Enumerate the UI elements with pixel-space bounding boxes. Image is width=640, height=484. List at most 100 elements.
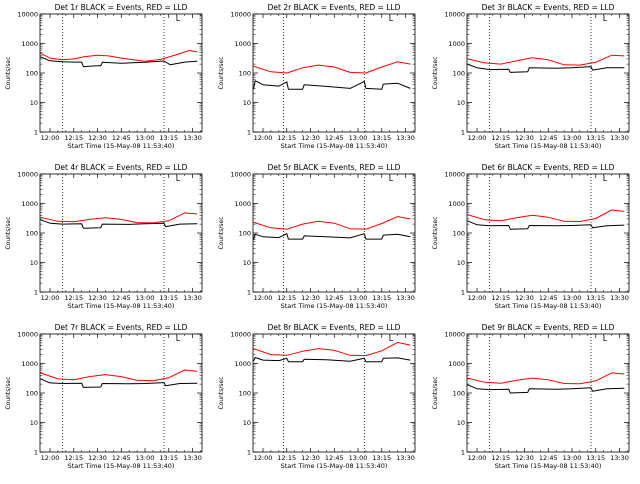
x-tick-label: 12:30 [301, 294, 320, 302]
y-tick-label: 10000 [444, 11, 465, 19]
panel-corner-marker: L [603, 14, 608, 23]
lld-series-line [40, 212, 198, 224]
events-series-line [253, 233, 411, 240]
y-tick-label: 1000 [234, 360, 251, 368]
plot-frame [39, 13, 203, 133]
x-axis-label: Start Time (15-May-08 11:53:40) [495, 302, 602, 310]
y-tick-label: 10000 [17, 331, 38, 339]
x-tick-label: 12:15 [491, 134, 510, 142]
lld-series-line [40, 369, 198, 382]
panel-corner-marker: L [176, 174, 181, 183]
x-tick-label: 12:45 [539, 294, 558, 302]
x-tick-label: 13:15 [586, 294, 605, 302]
y-tick-label: 1000 [448, 360, 465, 368]
y-axis-label: Counts/sec [5, 56, 12, 89]
x-axis-label: Start Time (15-May-08 11:53:40) [68, 462, 175, 470]
detector-panel-7: Det 7r BLACK = Events, RED = LLD 1 10 100 10… [5, 323, 203, 470]
panel-corner-marker: L [389, 174, 394, 183]
y-tick-label: 100 [453, 70, 465, 78]
y-tick-label: 10 [243, 419, 251, 427]
x-tick-label: 13:00 [136, 134, 155, 142]
y-axis-label: Counts/sec [432, 216, 439, 249]
events-series-line [467, 220, 625, 230]
plot-frame [466, 333, 630, 453]
x-tick-label: 13:30 [396, 454, 415, 462]
x-tick-label: 12:15 [277, 454, 296, 462]
x-tick-label: 12:00 [254, 454, 273, 462]
lld-series-line [467, 209, 625, 222]
y-axis-label: Counts/sec [218, 376, 225, 409]
y-tick-label: 10 [30, 259, 38, 267]
y-tick-label: 1000 [234, 200, 251, 208]
y-tick-label: 10000 [17, 171, 38, 179]
x-tick-label: 13:00 [349, 454, 368, 462]
x-tick-label: 12:15 [491, 454, 510, 462]
lld-series-line [467, 54, 625, 66]
panel-corner-marker: L [176, 14, 181, 23]
x-axis-label: Start Time (15-May-08 11:53:40) [68, 302, 175, 310]
x-tick-label: 13:15 [159, 294, 178, 302]
plot-frame [39, 333, 203, 453]
x-tick-label: 13:15 [159, 134, 178, 142]
x-axis-label: Start Time (15-May-08 11:53:40) [281, 462, 388, 470]
events-series-line [40, 56, 198, 68]
y-tick-label: 100 [453, 230, 465, 238]
y-tick-label: 10 [243, 99, 251, 107]
y-tick-label: 100 [26, 230, 38, 238]
x-tick-label: 13:15 [372, 134, 391, 142]
y-tick-label: 10 [243, 259, 251, 267]
events-series-line [253, 80, 411, 90]
events-series-line [40, 219, 198, 229]
x-tick-label: 12:30 [88, 294, 107, 302]
lld-series-line [253, 341, 411, 357]
x-tick-label: 12:45 [325, 454, 344, 462]
x-tick-label: 12:45 [539, 134, 558, 142]
detector-panel-5: Det 5r BLACK = Events, RED = LLD 1 10 100 10… [218, 163, 416, 310]
y-tick-label: 100 [453, 390, 465, 398]
x-tick-label: 13:30 [610, 294, 629, 302]
x-tick-label: 13:00 [349, 134, 368, 142]
x-axis-label: Start Time (15-May-08 11:53:40) [281, 142, 388, 150]
x-tick-label: 13:00 [563, 454, 582, 462]
lld-series-line [467, 372, 625, 385]
x-tick-label: 13:30 [183, 134, 202, 142]
y-tick-label: 1 [461, 289, 465, 297]
x-tick-label: 12:45 [325, 134, 344, 142]
y-tick-label: 10 [457, 99, 465, 107]
x-tick-label: 13:15 [372, 294, 391, 302]
y-tick-label: 1 [461, 449, 465, 457]
plot-frame [466, 13, 630, 133]
panel-corner-marker: L [603, 334, 608, 343]
detector-panel-1: Det 1r BLACK = Events, RED = LLD 1 10 100 10… [5, 3, 203, 150]
x-tick-label: 12:15 [277, 134, 296, 142]
y-tick-label: 10000 [17, 11, 38, 19]
x-tick-label: 12:30 [301, 134, 320, 142]
x-tick-label: 13:15 [372, 454, 391, 462]
plot-frame [39, 173, 203, 293]
x-tick-label: 13:00 [136, 454, 155, 462]
x-tick-label: 13:15 [586, 454, 605, 462]
y-tick-label: 100 [26, 70, 38, 78]
detector-panel-4: Det 4r BLACK = Events, RED = LLD 1 10 100 10… [5, 163, 203, 310]
panel-title: Det 1r BLACK = Events, RED = LLD [55, 3, 188, 12]
panel-corner-marker: L [389, 14, 394, 23]
y-axis-label: Counts/sec [432, 376, 439, 409]
plot-frame [252, 333, 416, 453]
y-tick-label: 1000 [448, 200, 465, 208]
x-tick-label: 13:30 [396, 134, 415, 142]
panel-corner-marker: L [389, 334, 394, 343]
lld-series-line [253, 61, 411, 74]
y-tick-label: 100 [26, 390, 38, 398]
y-tick-label: 10000 [230, 171, 251, 179]
events-series-line [253, 357, 411, 363]
y-tick-label: 1000 [21, 40, 38, 48]
events-series-line [40, 378, 198, 388]
y-tick-label: 1 [34, 289, 38, 297]
detector-panel-3: Det 3r BLACK = Events, RED = LLD 1 10 100 10… [432, 3, 630, 150]
y-tick-label: 1 [247, 289, 251, 297]
x-tick-label: 12:00 [468, 134, 487, 142]
detector-panel-2: Det 2r BLACK = Events, RED = LLD 1 10 100 10… [218, 3, 416, 150]
y-tick-label: 100 [239, 230, 251, 238]
y-tick-label: 1 [34, 449, 38, 457]
